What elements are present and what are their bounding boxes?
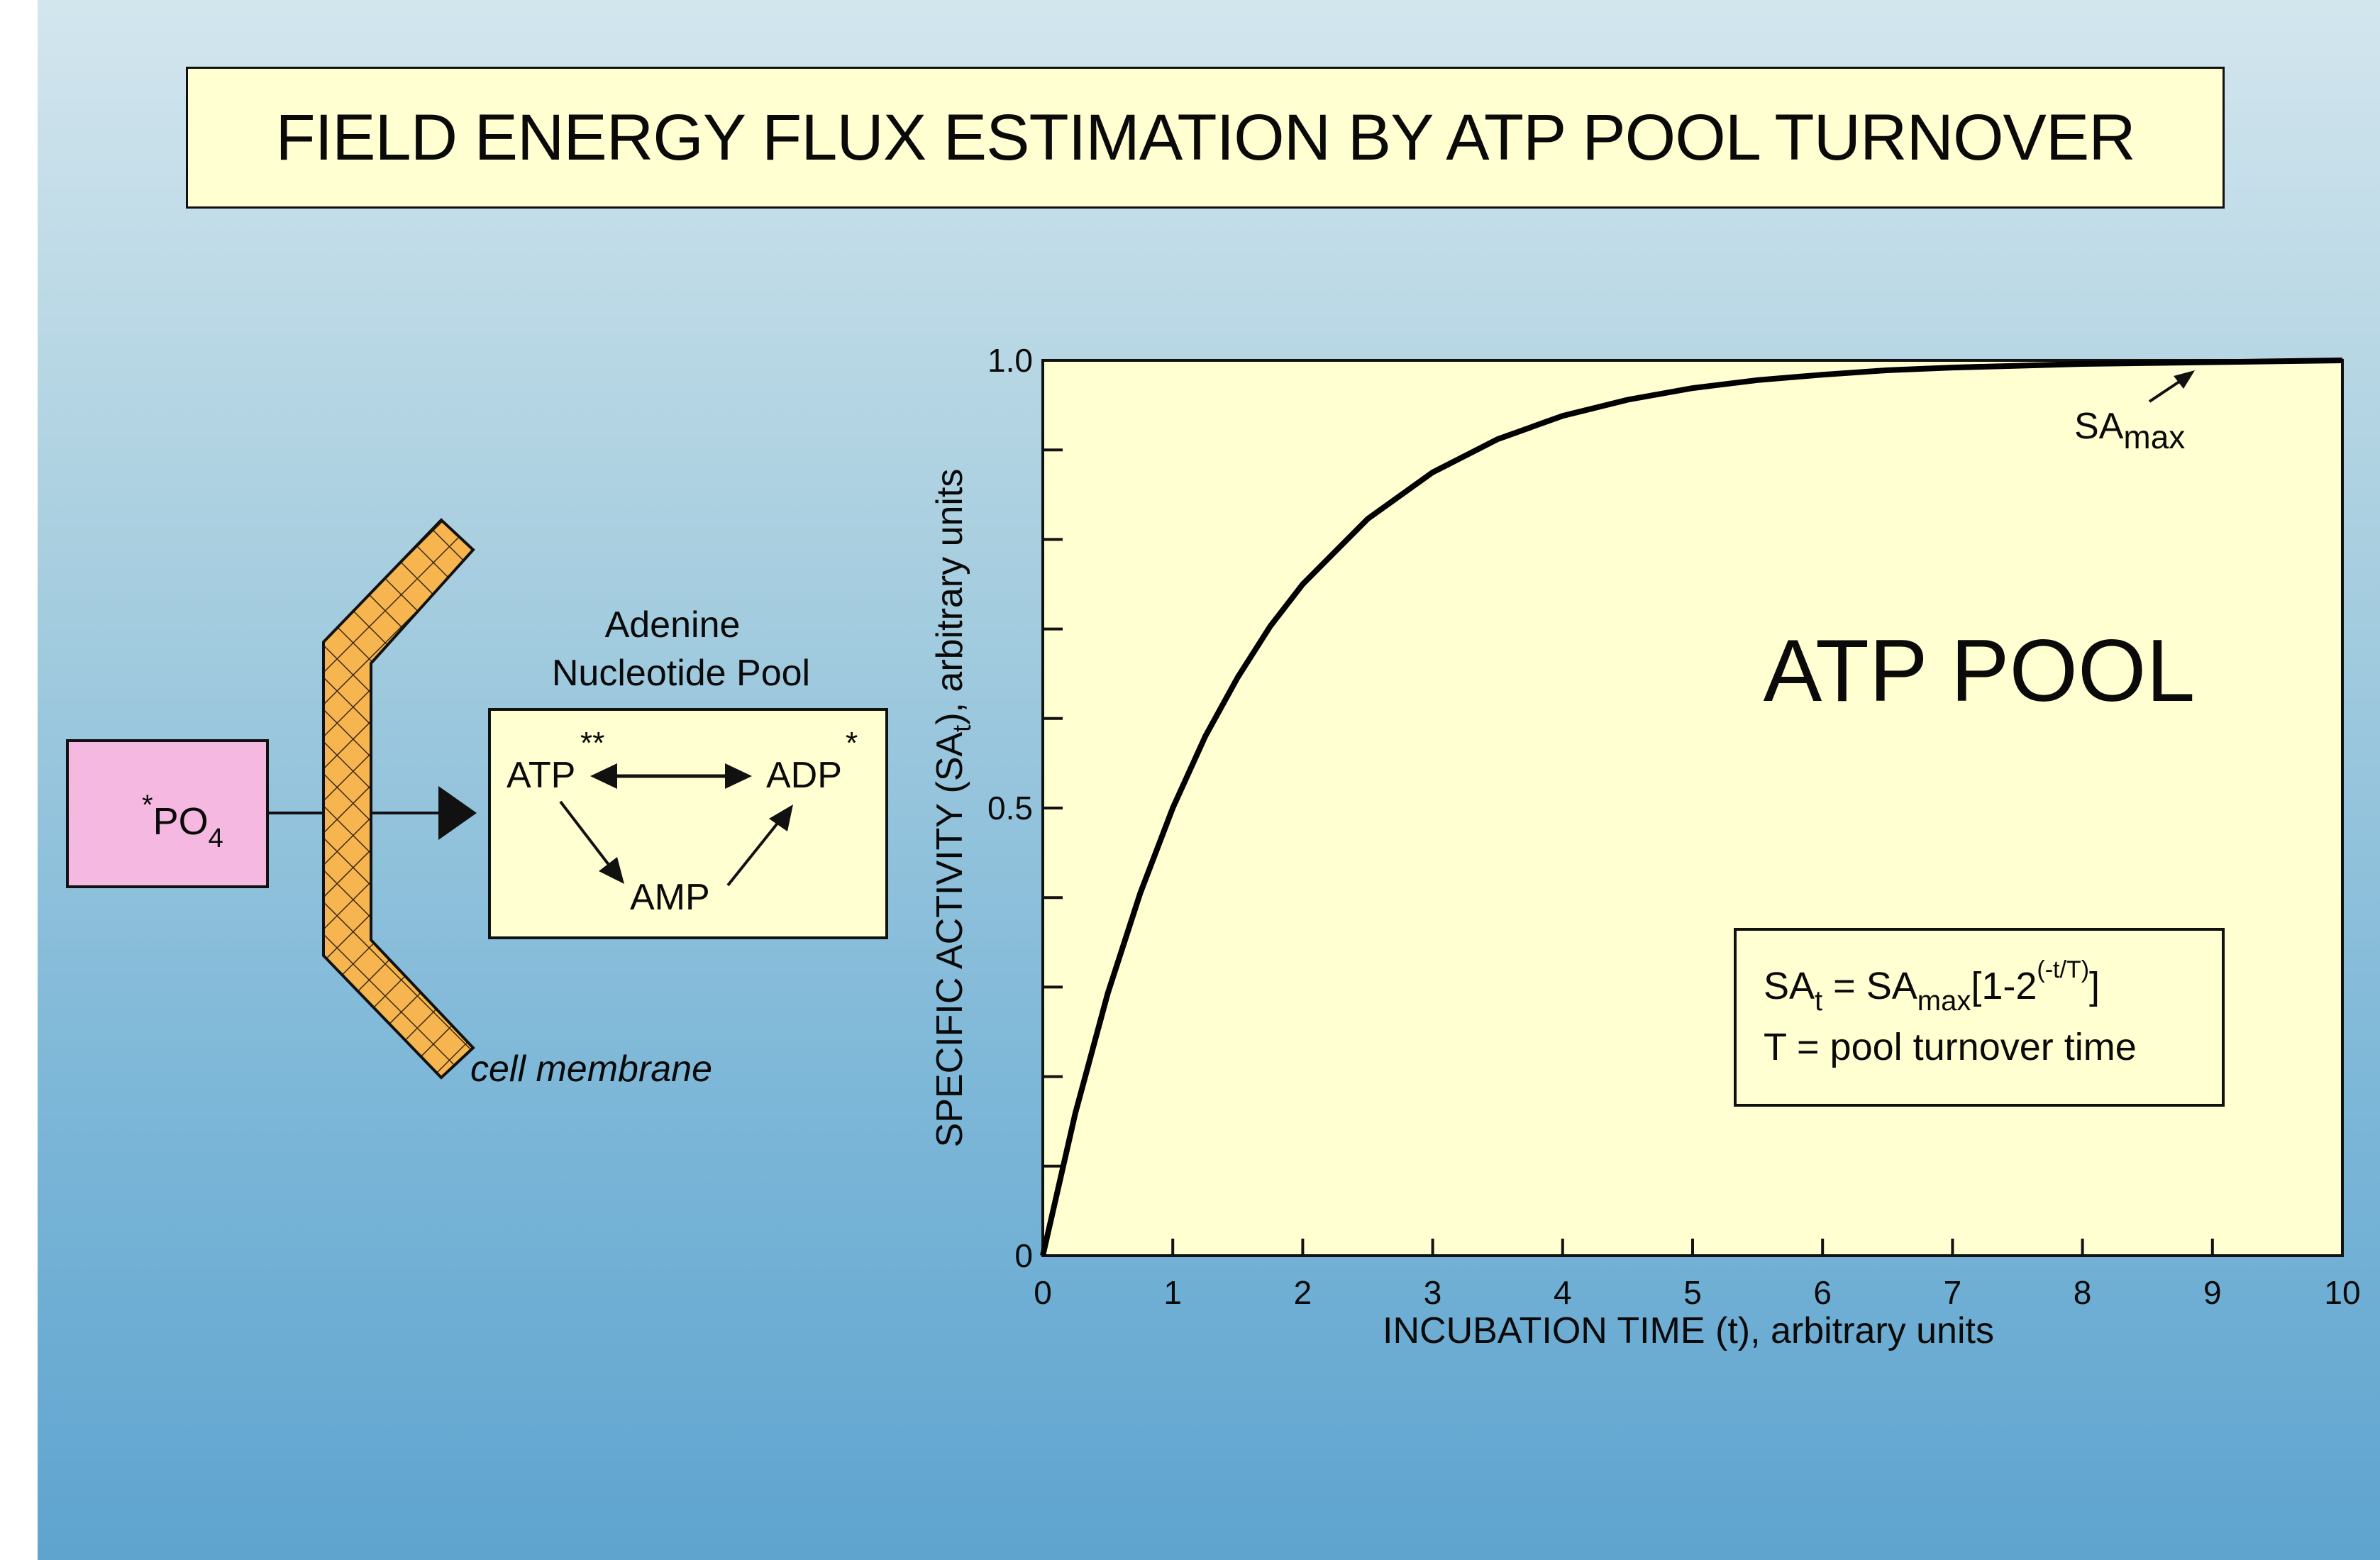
y-tick-label: 0 (1014, 1237, 1033, 1274)
atp-mark: ** (580, 726, 604, 760)
adp-label: ADP (766, 755, 842, 796)
x-tick-label: 2 (1294, 1274, 1312, 1311)
adp-in-arrowhead (769, 804, 793, 831)
tick-labels: 0 1 2 3 4 5 6 7 8 9 10 0 0.5 1.0 (987, 342, 2361, 1311)
atp-label: ATP (507, 755, 575, 796)
atp-arrowhead (590, 763, 617, 789)
x-axis-label: INCUBATION TIME (t), arbitrary units (1383, 1310, 1994, 1351)
page-title: FIELD ENERGY FLUX ESTIMATION BY ATP POOL… (275, 101, 2135, 174)
formula-line2: T = pool turnover time (1764, 1026, 2137, 1068)
pool-label-line1: Adenine (605, 604, 741, 646)
x-tick-label: 9 (2203, 1274, 2222, 1311)
title-box: FIELD ENERGY FLUX ESTIMATION BY ATP POOL… (186, 67, 2225, 209)
x-tick-label: 0 (1034, 1274, 1052, 1311)
amp-label: AMP (630, 877, 710, 918)
flow-arrow (438, 786, 477, 840)
y-axis-label: SPECIFIC ACTIVITY (SAt), arbitrary units (929, 469, 976, 1148)
series-line (1040, 358, 2343, 1256)
adp-arrowhead (725, 763, 752, 789)
nucleotide-pool-box (488, 708, 888, 939)
phosphate-label: *PO4 (142, 790, 223, 853)
atp-amp-arrow (559, 800, 613, 870)
samax-arrowhead (2174, 370, 2195, 389)
adp-mark: * (846, 726, 858, 760)
pool-label-line2: Nucleotide Pool (552, 653, 810, 694)
x-tick-label: 10 (2324, 1274, 2360, 1311)
amp-arrowhead (599, 857, 624, 884)
x-tick-label: 4 (1554, 1274, 1572, 1311)
x-tick-label: 7 (1944, 1274, 1962, 1311)
x-tick-label: 8 (2074, 1274, 2092, 1311)
y-tick-label: 0.5 (987, 790, 1033, 826)
formula-box (1734, 928, 2225, 1107)
atp-pool-annotation: ATP POOL (1764, 622, 2196, 720)
plot-area (1041, 359, 2344, 1257)
tick-marks (1041, 359, 2344, 1257)
amp-adp-arrow (726, 820, 780, 887)
cell-membrane (322, 518, 475, 1080)
y-tick-label: 1.0 (987, 342, 1033, 379)
x-tick-label: 6 (1813, 1274, 1832, 1311)
membrane-label: cell membrane (470, 1049, 712, 1090)
x-tick-label: 5 (1683, 1274, 1702, 1311)
x-tick-label: 3 (1424, 1274, 1442, 1311)
x-tick-label: 1 (1163, 1274, 1182, 1311)
formula-line1: SAt = SAmax[1-2(-t/T)] (1764, 956, 2100, 1017)
samax-label: SAmax (2074, 406, 2185, 455)
